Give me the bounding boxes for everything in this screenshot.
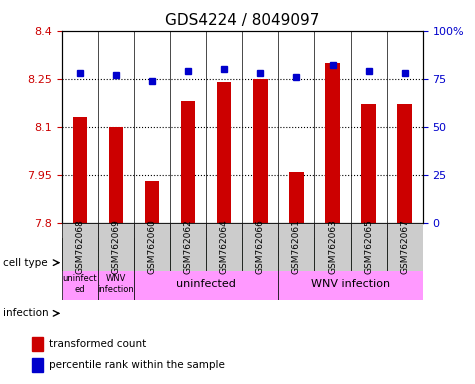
Bar xyxy=(289,172,304,223)
Bar xyxy=(32,358,43,372)
FancyBboxPatch shape xyxy=(134,238,423,269)
Text: ARPE19 cell
line: ARPE19 cell line xyxy=(69,243,127,264)
Text: GSM762069: GSM762069 xyxy=(112,219,120,274)
Text: primary RPE: primary RPE xyxy=(244,248,313,258)
Title: GDS4224 / 8049097: GDS4224 / 8049097 xyxy=(165,13,319,28)
FancyBboxPatch shape xyxy=(62,269,98,300)
Text: GSM762064: GSM762064 xyxy=(220,219,228,274)
FancyBboxPatch shape xyxy=(98,269,134,300)
Bar xyxy=(145,181,159,223)
Bar xyxy=(206,223,242,271)
Bar xyxy=(387,223,423,271)
FancyBboxPatch shape xyxy=(134,269,278,300)
Text: infection: infection xyxy=(3,308,49,318)
Text: WNV infection: WNV infection xyxy=(311,279,390,289)
Bar xyxy=(134,223,170,271)
Bar xyxy=(98,223,134,271)
Text: percentile rank within the sample: percentile rank within the sample xyxy=(49,360,225,370)
FancyBboxPatch shape xyxy=(278,269,423,300)
Text: GSM762060: GSM762060 xyxy=(148,219,156,274)
Bar xyxy=(242,223,278,271)
Bar xyxy=(170,223,206,271)
Text: GSM762065: GSM762065 xyxy=(364,219,373,274)
Text: GSM762061: GSM762061 xyxy=(292,219,301,274)
Text: GSM762068: GSM762068 xyxy=(76,219,84,274)
Bar xyxy=(217,82,231,223)
Bar xyxy=(398,104,412,223)
Bar xyxy=(278,223,314,271)
Bar xyxy=(314,223,351,271)
Bar xyxy=(325,63,340,223)
Bar xyxy=(361,104,376,223)
Bar xyxy=(109,127,123,223)
Text: uninfect
ed: uninfect ed xyxy=(63,275,97,294)
Text: transformed count: transformed count xyxy=(49,339,147,349)
Bar xyxy=(32,337,43,351)
Text: WNV
infection: WNV infection xyxy=(97,275,134,294)
Text: GSM762063: GSM762063 xyxy=(328,219,337,274)
FancyBboxPatch shape xyxy=(62,238,134,269)
Bar xyxy=(351,223,387,271)
Text: cell type: cell type xyxy=(3,258,48,268)
Bar xyxy=(181,101,195,223)
Text: GSM762062: GSM762062 xyxy=(184,219,192,274)
Bar xyxy=(62,223,98,271)
Text: GSM762067: GSM762067 xyxy=(400,219,409,274)
Bar xyxy=(73,117,87,223)
Text: GSM762066: GSM762066 xyxy=(256,219,265,274)
Text: uninfected: uninfected xyxy=(176,279,236,289)
Bar xyxy=(253,79,267,223)
